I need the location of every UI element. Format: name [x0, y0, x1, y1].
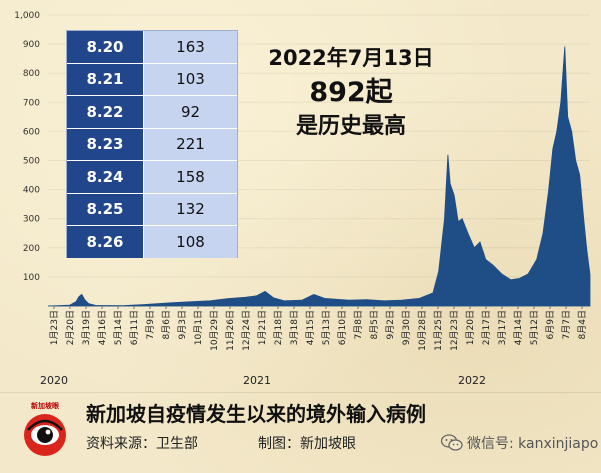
wechat-label: 微信号: kanxinjiapo [467, 436, 599, 452]
x-tick-label: 6月11日 [129, 310, 140, 345]
x-tick-label: 3月17日 [497, 310, 508, 345]
y-tick-label: 800 [23, 69, 40, 79]
year-label: 2021 [243, 374, 271, 387]
x-tick-label: 9月2日 [385, 310, 396, 339]
x-tick-label: 1月21日 [257, 310, 268, 345]
table-row: 8.24 158 [67, 161, 237, 194]
table-row: 8.25 132 [67, 193, 237, 226]
peak-annotation: 2022年7月13日 892起 是历史最高 [246, 44, 456, 142]
x-tick-label: 2月20日 [65, 310, 76, 345]
table-value: 132 [144, 193, 237, 225]
peak-date: 2022年7月13日 [268, 46, 434, 70]
brand-logo: 新加坡眼 [16, 402, 74, 460]
x-tick-label: 6月9日 [545, 310, 556, 339]
x-tick-label: 4月14日 [513, 310, 524, 345]
y-tick-label: 1,000 [14, 11, 40, 21]
y-tick-label: 100 [23, 273, 40, 283]
table-value: 92 [144, 96, 237, 128]
y-tick-label: 700 [23, 98, 40, 108]
data-source: 资料来源：卫生部 [86, 436, 198, 452]
y-tick-label: 200 [23, 244, 40, 254]
table-value: 103 [144, 63, 237, 95]
table-row: 8.22 92 [67, 96, 237, 129]
x-tick-label: 8月4日 [577, 310, 588, 339]
y-tick-label: 300 [23, 215, 40, 225]
y-tick-label: 900 [23, 40, 40, 50]
x-tick-label: 2月18日 [273, 310, 284, 345]
x-tick-label: 11月26日 [225, 310, 236, 351]
y-tick-label: 600 [23, 127, 40, 137]
x-tick-label: 7月8日 [353, 310, 364, 339]
table-value: 108 [144, 226, 237, 258]
recent-cases-table: 8.20 163 8.21 103 8.22 92 8.23 221 8.24 … [66, 30, 238, 258]
y-tick-label: 400 [23, 186, 40, 196]
table-row: 8.23 221 [67, 128, 237, 161]
x-tick-label: 4月15日 [305, 310, 316, 345]
table-date: 8.26 [67, 226, 144, 258]
x-tick-label: 12月23日 [449, 310, 460, 351]
year-label: 2022 [458, 374, 486, 387]
x-tick-label: 2月17日 [481, 310, 492, 345]
x-tick-label: 3月18日 [289, 310, 300, 345]
table-date: 8.24 [67, 161, 144, 193]
x-tick-label: 10月28日 [417, 310, 428, 351]
table-date: 8.21 [67, 63, 144, 95]
x-tick-label: 5月13日 [321, 310, 332, 345]
x-tick-label: 8月5日 [369, 310, 380, 339]
x-tick-label: 7月7日 [561, 310, 572, 339]
x-tick-label: 10月1日 [193, 310, 204, 345]
table-row: 8.26 108 [67, 226, 237, 258]
wechat-id: 微信号: kanxinjiapo [441, 433, 598, 453]
x-tick-label: 1月20日 [465, 310, 476, 345]
table-date: 8.20 [67, 31, 144, 63]
table-value: 221 [144, 128, 237, 160]
chart-title: 新加坡自疫情发生以来的境外输入病例 [86, 402, 426, 426]
table-row: 8.20 163 [67, 31, 237, 64]
x-tick-label: 9月30日 [401, 310, 412, 345]
table-date: 8.25 [67, 193, 144, 225]
wechat-icon [441, 434, 463, 451]
imported-cases-area [47, 46, 591, 307]
chart-maker: 制图：新加坡眼 [258, 436, 356, 452]
x-tick-label: 8月6日 [161, 310, 172, 339]
x-tick-label: 10月29日 [209, 310, 220, 351]
x-tick-label: 9月3日 [177, 310, 188, 339]
x-tick-label: 3月19日 [81, 310, 92, 345]
peak-value: 892起 [309, 77, 393, 108]
x-tick-label: 5月14日 [113, 310, 124, 345]
logo-text: 新加坡眼 [31, 402, 59, 410]
x-tick-label: 6月10日 [337, 310, 348, 345]
x-tick-label: 11月25日 [433, 310, 444, 351]
x-tick-label: 12月24日 [241, 310, 252, 351]
x-tick-label: 5月12日 [529, 310, 540, 345]
x-tick-label: 4月16日 [97, 310, 108, 345]
year-label: 2020 [40, 374, 68, 387]
table-value: 163 [144, 31, 237, 63]
divider [0, 392, 601, 393]
eye-logo-icon [24, 414, 66, 456]
table-date: 8.23 [67, 128, 144, 160]
table-date: 8.22 [67, 96, 144, 128]
peak-note: 是历史最高 [295, 114, 406, 139]
x-tick-label: 1月23日 [49, 310, 60, 345]
y-tick-label: 500 [23, 157, 40, 167]
table-value: 158 [144, 161, 237, 193]
x-tick-label: 7月9日 [145, 310, 156, 339]
table-row: 8.21 103 [67, 63, 237, 96]
